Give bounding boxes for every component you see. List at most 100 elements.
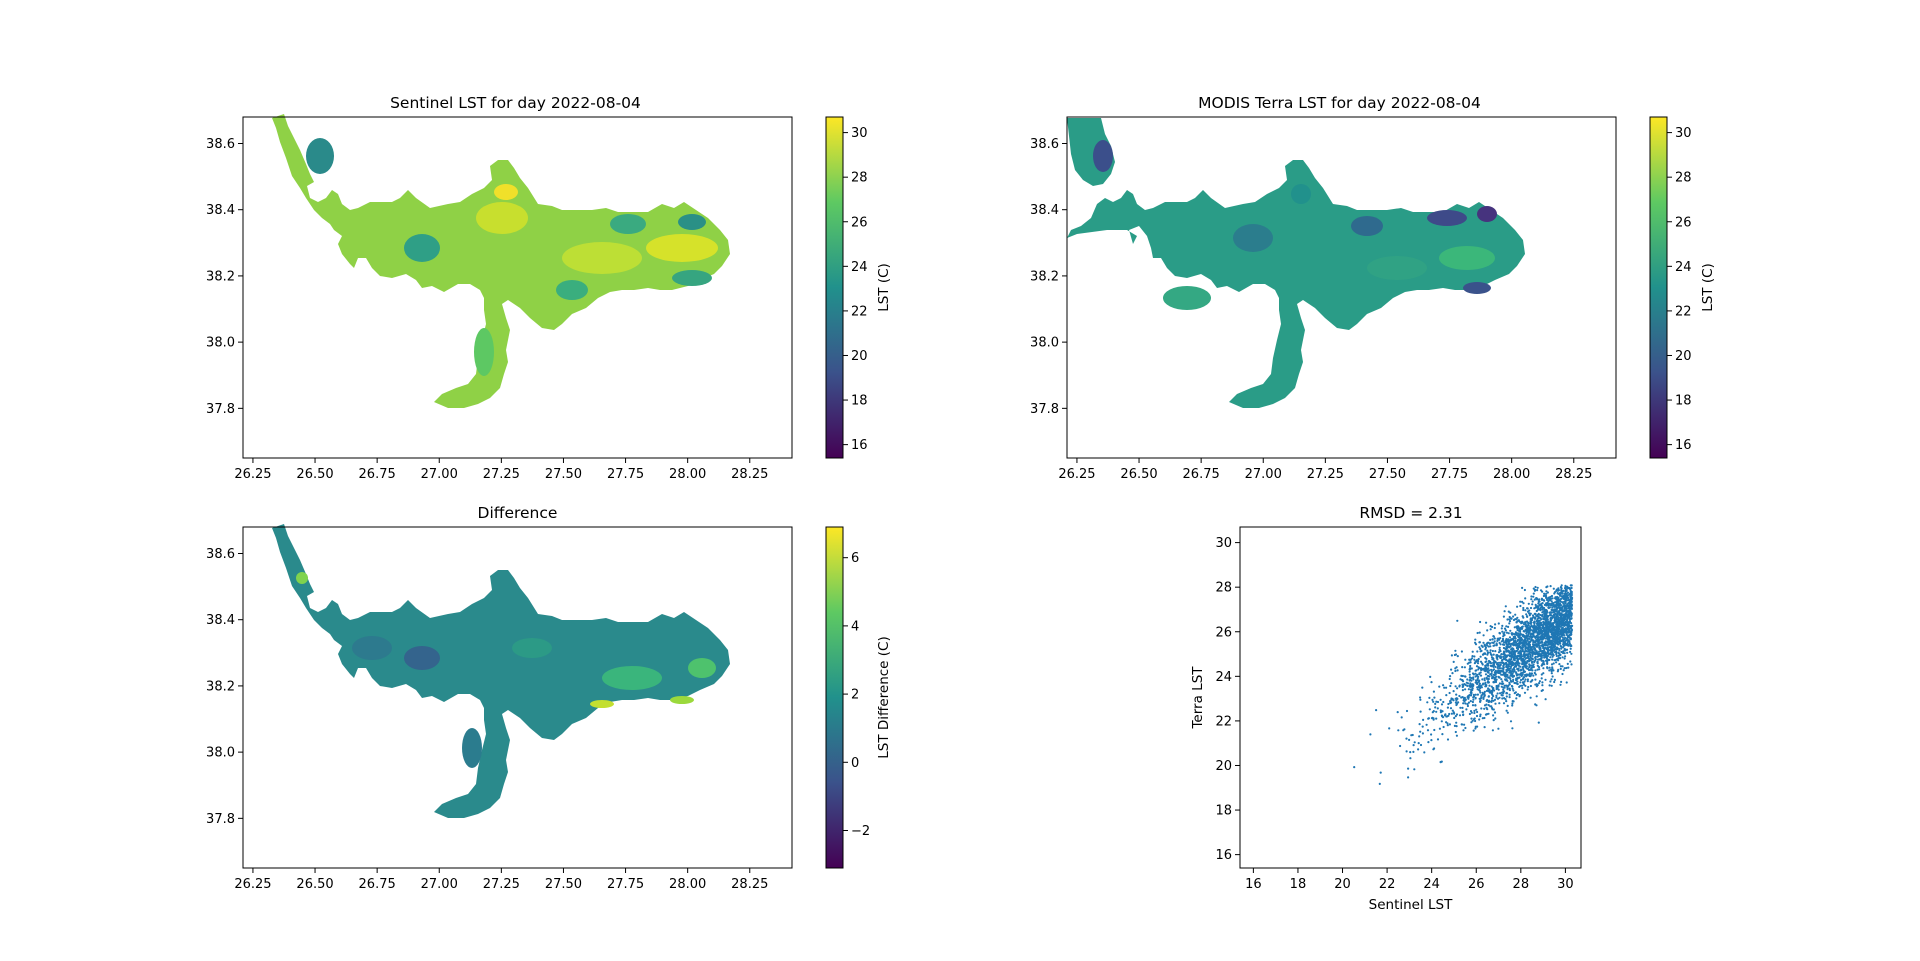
scatter-point bbox=[1505, 691, 1508, 695]
scatter-point bbox=[1489, 662, 1493, 665]
scatter-point bbox=[1566, 621, 1569, 625]
scatter-point bbox=[1523, 670, 1527, 673]
scatter-point bbox=[1453, 724, 1456, 728]
panel-sentinel-map bbox=[272, 114, 730, 408]
scatter-point bbox=[1472, 698, 1475, 701]
scatter-point bbox=[1535, 639, 1538, 642]
scatter-point bbox=[1555, 608, 1558, 612]
scatter-point bbox=[1526, 674, 1529, 677]
scatter-point bbox=[1480, 707, 1483, 710]
y-tick-label: 18 bbox=[1215, 804, 1232, 819]
scatter-point bbox=[1533, 652, 1536, 655]
scatter-point bbox=[1472, 729, 1475, 732]
scatter-point bbox=[1516, 620, 1519, 623]
scatter-point bbox=[1569, 647, 1572, 650]
scatter-point bbox=[1455, 734, 1458, 737]
scatter-point bbox=[1570, 652, 1573, 655]
scatter-point bbox=[1563, 634, 1566, 637]
scatter-point bbox=[1419, 696, 1422, 699]
scatter-point bbox=[1551, 647, 1554, 650]
scatter-point bbox=[1449, 700, 1452, 703]
scatter-point bbox=[1462, 697, 1466, 700]
scatter-point bbox=[1490, 654, 1493, 657]
scatter-point bbox=[1419, 730, 1422, 733]
scatter-point bbox=[1549, 649, 1552, 652]
scatter-point bbox=[1455, 699, 1458, 702]
scatter-point bbox=[1529, 633, 1532, 636]
scatter-point bbox=[1428, 708, 1431, 711]
scatter-point bbox=[1443, 714, 1446, 717]
x-tick-label: 26.50 bbox=[1120, 467, 1157, 482]
x-tick-label: 26.75 bbox=[359, 467, 396, 482]
scatter-point bbox=[1555, 639, 1558, 642]
scatter-point bbox=[1514, 650, 1517, 653]
scatter-point bbox=[1512, 700, 1515, 703]
scatter-point bbox=[1548, 669, 1551, 672]
scatter-point bbox=[1569, 645, 1572, 648]
scatter-point bbox=[1531, 648, 1534, 651]
scatter-point bbox=[1544, 637, 1547, 640]
scatter-point bbox=[1537, 607, 1540, 610]
colorbar-tick-label: 30 bbox=[1675, 126, 1692, 141]
scatter-point bbox=[1509, 639, 1513, 642]
scatter-point bbox=[1527, 685, 1530, 689]
scatter-point bbox=[1442, 684, 1445, 687]
scatter-point bbox=[1494, 717, 1497, 720]
panel-difference-title: Difference bbox=[478, 504, 558, 522]
x-tick-label: 27.00 bbox=[1245, 467, 1282, 482]
y-tick-label: 24 bbox=[1215, 670, 1232, 685]
scatter-point bbox=[1539, 613, 1542, 617]
scatter-point bbox=[1495, 675, 1498, 678]
scatter-point bbox=[1512, 618, 1516, 622]
scatter-point bbox=[1537, 598, 1540, 601]
scatter-point bbox=[1485, 713, 1489, 716]
scatter-point bbox=[1486, 649, 1489, 652]
colorbar-tick-label: 24 bbox=[1675, 260, 1692, 275]
scatter-point bbox=[1411, 733, 1414, 737]
scatter-point bbox=[1470, 717, 1473, 720]
x-tick-label: 26.75 bbox=[1183, 467, 1220, 482]
scatter-point bbox=[1530, 672, 1533, 675]
scatter-point bbox=[1500, 659, 1504, 662]
scatter-point bbox=[1545, 631, 1548, 634]
scatter-point bbox=[1528, 635, 1531, 638]
scatter-point bbox=[1498, 631, 1501, 635]
scatter-point bbox=[1501, 624, 1504, 628]
scatter-point bbox=[1518, 635, 1521, 638]
scatter-point bbox=[1528, 627, 1532, 631]
scatter-point bbox=[1539, 589, 1543, 592]
scatter-point bbox=[1476, 650, 1479, 653]
scatter-point bbox=[1535, 650, 1538, 653]
scatter-point bbox=[1495, 655, 1498, 658]
scatter-point bbox=[1521, 648, 1524, 651]
x-tick-label: 27.00 bbox=[421, 877, 458, 892]
scatter-point bbox=[1440, 703, 1444, 706]
scatter-point bbox=[1489, 638, 1492, 642]
scatter-point bbox=[1567, 666, 1570, 669]
scatter-point bbox=[1569, 650, 1572, 654]
scatter-point bbox=[1532, 674, 1535, 677]
scatter-point bbox=[1538, 642, 1541, 645]
scatter-point bbox=[1560, 587, 1563, 590]
scatter-point bbox=[1549, 653, 1552, 656]
scatter-point bbox=[1508, 696, 1511, 699]
scatter-point bbox=[1471, 650, 1474, 653]
scatter-point bbox=[1561, 656, 1564, 659]
scatter-point bbox=[1544, 594, 1547, 597]
scatter-point bbox=[1512, 667, 1515, 671]
scatter-point bbox=[1565, 597, 1568, 600]
scatter-point bbox=[1502, 632, 1505, 635]
scatter-point bbox=[1476, 662, 1480, 665]
scatter-point bbox=[1524, 673, 1527, 677]
scatter-point bbox=[1446, 724, 1449, 727]
scatter-point bbox=[1495, 687, 1498, 691]
scatter-point bbox=[1491, 693, 1494, 696]
scatter-point bbox=[1563, 596, 1566, 599]
scatter-point bbox=[1554, 633, 1557, 636]
panel-difference-axes bbox=[242, 526, 793, 869]
scatter-point bbox=[1566, 631, 1569, 634]
colorbar-tick-label: 22 bbox=[851, 304, 868, 319]
scatter-point bbox=[1541, 602, 1544, 605]
scatter-point bbox=[1538, 633, 1541, 636]
scatter-point bbox=[1538, 682, 1541, 685]
